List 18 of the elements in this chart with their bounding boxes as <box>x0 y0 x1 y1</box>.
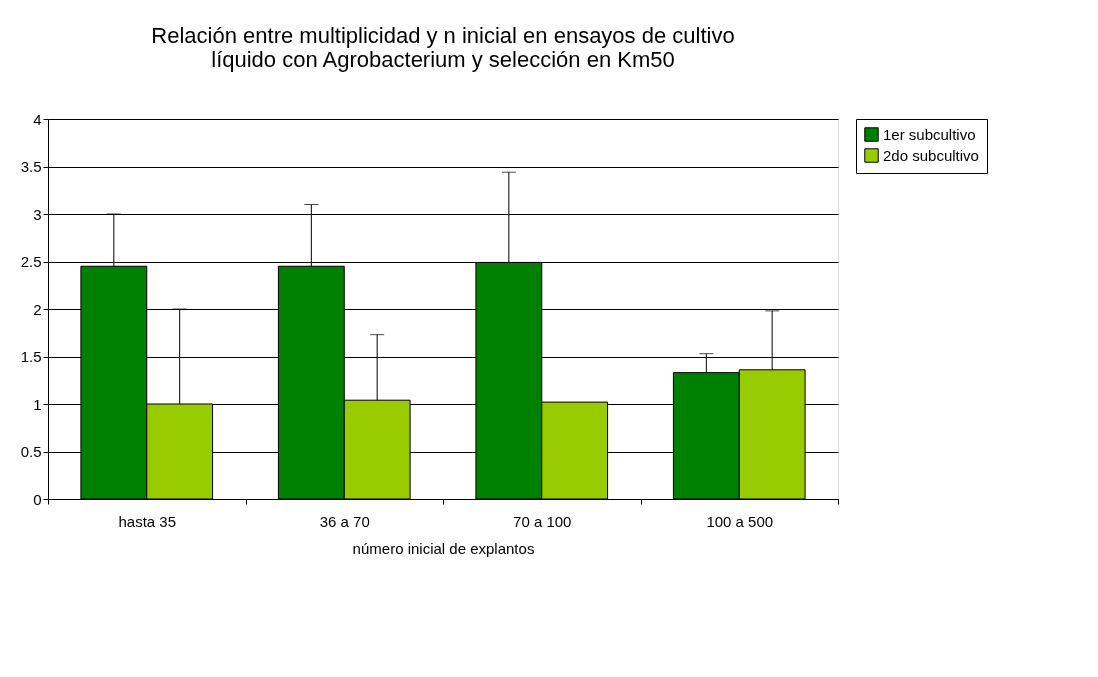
y-tick-label: 1 <box>33 395 42 413</box>
legend-label: 1er subcultivo <box>883 125 976 143</box>
y-tick-label: 0.5 <box>20 443 42 460</box>
y-tick-label: 1.5 <box>20 348 42 365</box>
x-tick-label: 70 a 100 <box>513 512 572 530</box>
x-tick-label: 36 a 70 <box>319 512 370 530</box>
text: Relación entre multiplicidad y n inicial en ensayos de cultivo <box>151 23 735 48</box>
y-tick-label: 4 <box>33 110 42 128</box>
legend-label: 2do subcultivo <box>883 146 979 164</box>
y-tick-label: 3.5 <box>20 158 42 175</box>
y-tick-label: 0 <box>33 490 42 508</box>
x-tick-label: 100 a 500 <box>706 512 774 530</box>
x-axis-title: número inicial de explantos <box>352 539 535 557</box>
x-tick-label: hasta 35 <box>118 512 177 530</box>
text: líquido con Agrobacterium y selección en Km50 <box>211 47 675 72</box>
y-tick-label: 3 <box>33 205 42 223</box>
y-tick-label: 2 <box>33 300 42 318</box>
y-tick-label: 2.5 <box>20 253 42 270</box>
